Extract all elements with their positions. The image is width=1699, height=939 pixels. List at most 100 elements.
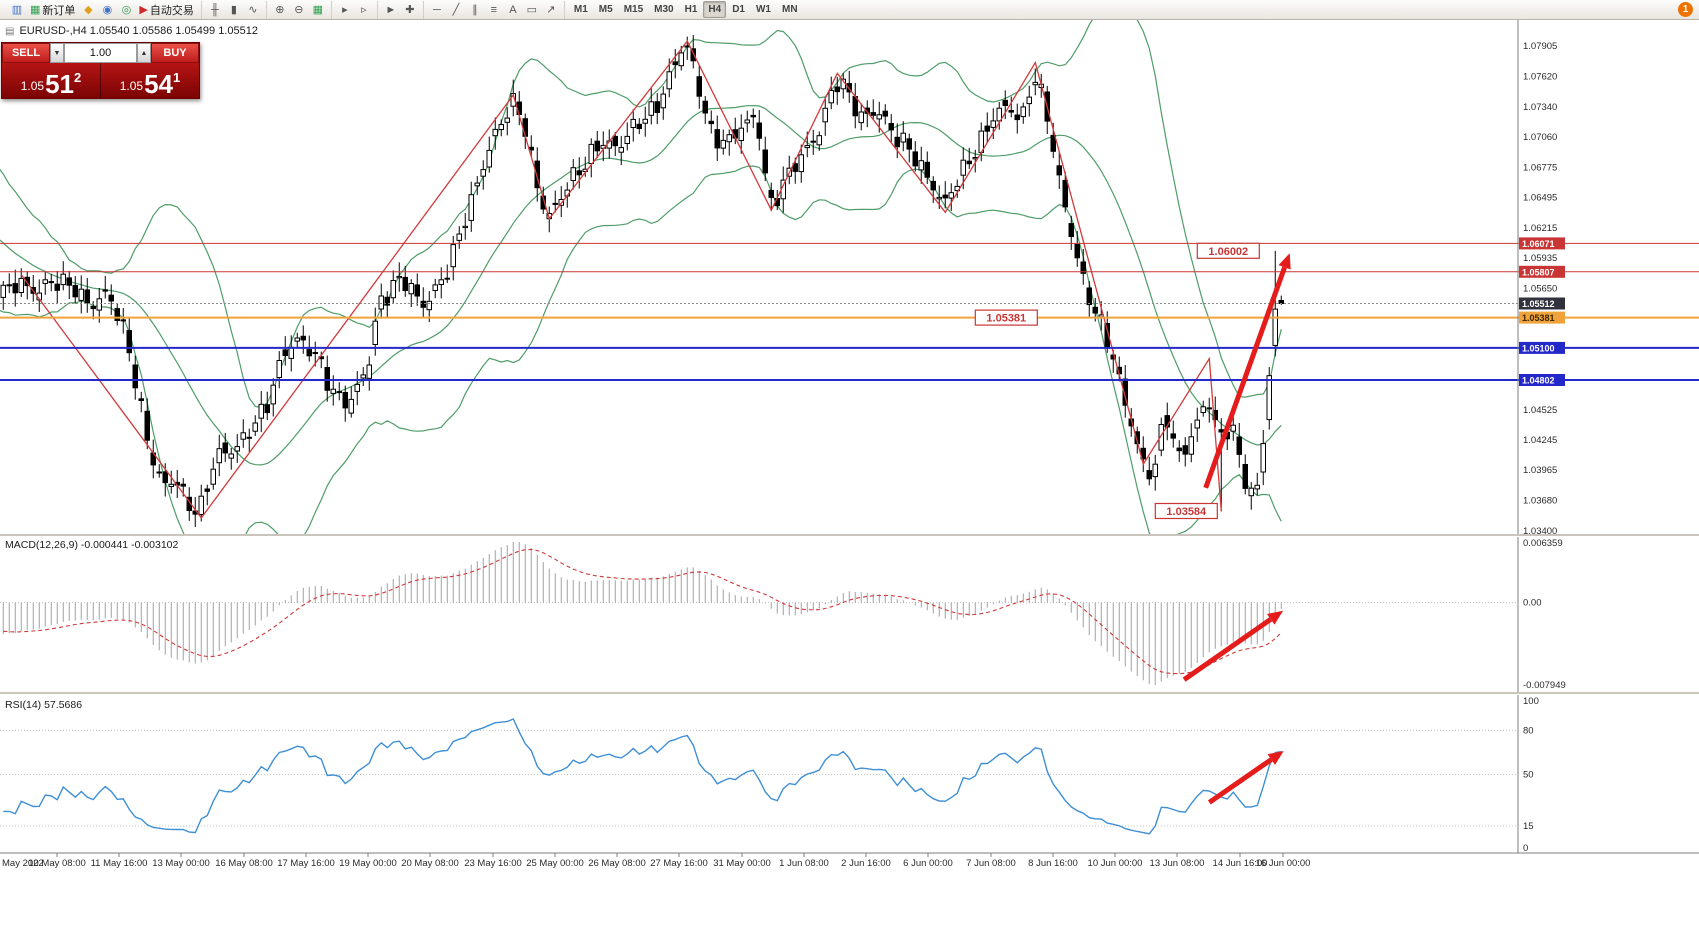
candle-body	[984, 125, 990, 132]
timeframe-m5-button[interactable]: M5	[598, 4, 613, 15]
candle-body	[180, 483, 186, 487]
fibonacci-button[interactable]: ≡	[485, 1, 503, 18]
cursor-button[interactable]: ►	[382, 1, 400, 18]
auto-scroll-button[interactable]: ▸	[336, 1, 354, 18]
tile-windows-button[interactable]: ▦	[309, 1, 327, 18]
rsi-axis-label: 80	[1523, 725, 1534, 736]
timeframe-m15-button[interactable]: M15	[623, 4, 644, 15]
candle-body	[1080, 261, 1086, 274]
macd-signal-line	[3, 548, 1282, 675]
timeframe-d1-button[interactable]: D1	[732, 4, 745, 15]
macd-indicator-label: MACD(12,26,9) -0.000441 -0.003102	[5, 539, 179, 551]
candlestick-chart-button[interactable]: ▮	[225, 1, 243, 18]
rsi-layer[interactable]	[0, 718, 1518, 835]
price-axis-label: 1.07620	[1523, 72, 1557, 83]
toolbar-group-chart-types: ╫ ▮ ∿	[202, 0, 267, 19]
time-axis-label: 23 May 16:00	[464, 858, 522, 869]
chart-window-button[interactable]: ▥	[8, 1, 26, 18]
line-chart-button[interactable]: ∿	[244, 1, 262, 18]
candle-body	[888, 123, 894, 131]
timeframe-h1-button[interactable]: H1	[684, 4, 698, 15]
candle-body	[42, 279, 48, 284]
macd-layer[interactable]	[0, 542, 1518, 685]
lot-increase-button[interactable]: ▲	[137, 43, 151, 63]
arrows-tool-button[interactable]: ↗	[542, 1, 560, 18]
candle-body	[408, 283, 414, 295]
candle-body	[72, 285, 78, 298]
toolbar-group-timeframes: M1 M5 M15 M30 H1 H4 D1 W1 MN	[565, 1, 807, 19]
candle-body	[294, 337, 300, 342]
rsi-axis-label: 15	[1523, 821, 1534, 832]
candle-body	[612, 135, 618, 147]
zoom-out-button[interactable]: ⊖	[290, 1, 308, 18]
candle-body	[522, 118, 528, 137]
buy-price[interactable]: 1.05 54 1	[119, 68, 181, 99]
candle-body	[228, 453, 234, 459]
timeframe-m30-button[interactable]: M30	[654, 4, 674, 15]
trendline-button[interactable]: ╱	[447, 1, 465, 18]
candle-body	[300, 335, 306, 341]
candle-body	[690, 48, 696, 62]
candle-body	[480, 169, 486, 177]
time-axis-label: May 2022	[2, 858, 44, 869]
timeframe-h4-button[interactable]: H4	[703, 1, 727, 18]
lot-decrease-button[interactable]: ▼	[50, 43, 64, 63]
timeframe-mn-button[interactable]: MN	[781, 4, 798, 15]
candle-body	[456, 233, 462, 241]
alerts-button[interactable]: ◎	[117, 1, 135, 18]
chart-canvas[interactable]: 1.07905 1.07620 1.07340 1.07060 1.06775 1.064…	[0, 20, 1699, 870]
new-order-button[interactable]: ▦ 新订单	[27, 1, 78, 18]
trend-arrow-shaft	[1207, 757, 1273, 805]
horizontal-line-button[interactable]: ─	[428, 1, 446, 18]
auto-trading-button[interactable]: ▶ 自动交易	[136, 1, 196, 18]
price-axis-label: 1.03680	[1523, 496, 1557, 507]
candle-body	[894, 136, 900, 148]
candle-body	[1056, 165, 1062, 176]
time-axis-label: 10 May 08:00	[28, 858, 86, 869]
cursor-icon: ►	[385, 3, 397, 16]
rsi-indicator-label: RSI(14) 57.5686	[5, 699, 83, 711]
crosshair-button[interactable]: ✚	[401, 1, 419, 18]
sell-button[interactable]: SELL	[2, 43, 50, 63]
bar-chart-button[interactable]: ╫	[206, 1, 224, 18]
price-axis-label: 1.05650	[1523, 284, 1557, 295]
time-axis-label: 14 Jun 16:00	[1213, 858, 1268, 869]
sell-price[interactable]: 1.05 51 2	[20, 68, 82, 99]
candle-body	[906, 138, 912, 150]
main-chart-layer[interactable]	[0, 20, 1284, 580]
candle-body	[270, 384, 276, 405]
zoom-in-button[interactable]: ⊕	[271, 1, 289, 18]
auto-trading-icon: ▶	[139, 4, 148, 16]
panel-splitter-rsi[interactable]	[0, 692, 1699, 694]
candle-body	[672, 61, 678, 66]
candle-body	[816, 135, 822, 146]
time-axis-label: 26 May 08:00	[588, 858, 646, 869]
candle-body	[66, 277, 72, 286]
panel-splitter-macd[interactable]	[0, 534, 1699, 536]
price-tag-label: 1.05381	[1522, 313, 1555, 323]
timeframe-w1-button[interactable]: W1	[755, 4, 771, 15]
buy-button[interactable]: BUY	[151, 43, 199, 63]
text-label-button[interactable]: ▭	[523, 1, 541, 18]
candle-body	[1152, 463, 1158, 478]
rsi-axis-label: 50	[1523, 770, 1534, 781]
indicators-button[interactable]: ◆	[79, 1, 97, 18]
chart-shift-button[interactable]: ▹	[355, 1, 373, 18]
lot-size-input[interactable]	[64, 43, 137, 63]
candle-body	[876, 114, 882, 120]
candle-body	[252, 422, 258, 432]
price-tag	[1519, 265, 1565, 278]
time-axis-label: 16 Jun 00:00	[1256, 858, 1311, 869]
candle-body	[1260, 443, 1266, 473]
equidistant-channel-icon: ∥	[472, 4, 478, 16]
notification-badge[interactable]: 1	[1678, 2, 1693, 17]
candle-body	[234, 446, 240, 452]
equidistant-channel-button[interactable]: ∥	[466, 1, 484, 18]
candle-body	[24, 276, 30, 287]
candle-body	[1074, 244, 1080, 259]
text-button[interactable]: A	[504, 1, 522, 18]
profiles-button[interactable]: ◉	[98, 1, 116, 18]
timeframe-m1-button[interactable]: M1	[573, 4, 588, 15]
candle-body	[90, 305, 96, 310]
auto-trading-label: 自动交易	[149, 4, 194, 17]
